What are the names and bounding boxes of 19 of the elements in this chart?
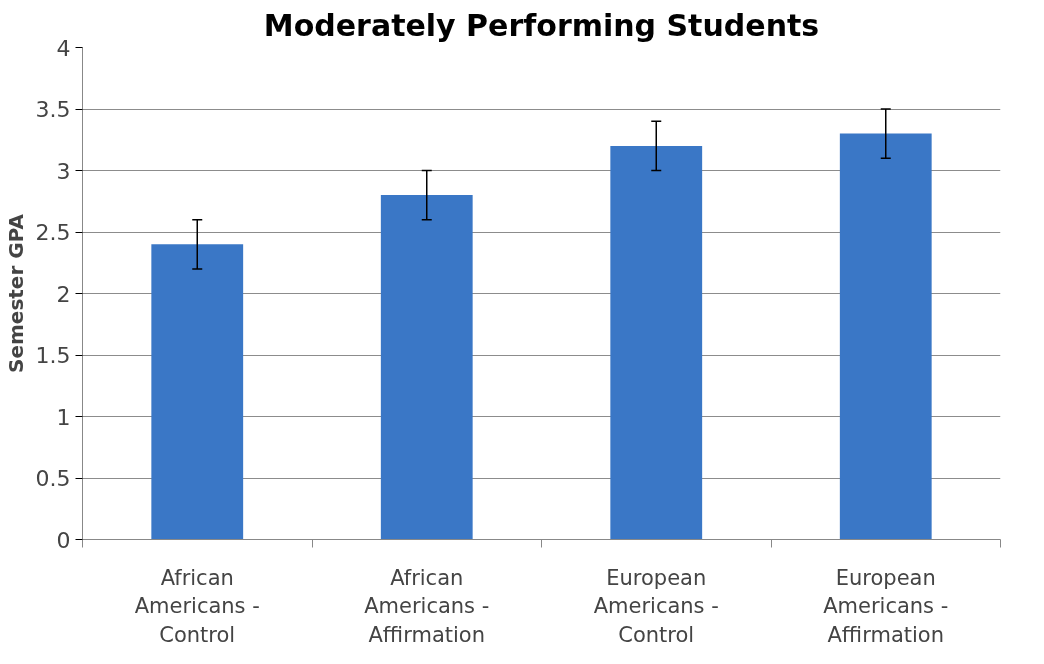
y-tick-label: 3 [56,158,71,184]
x-tick-label: African Americans - Control [134,565,260,648]
bar [839,133,932,540]
y-tick-label: 4 [56,35,71,61]
y-tick-label: 0.5 [35,466,71,491]
y-tick-label: 1.5 [35,343,71,368]
bar [380,195,473,540]
y-tick-label: 2 [56,281,71,307]
y-tick-label: 3.5 [35,97,71,122]
y-tick-label: 2.5 [35,220,71,245]
chart-title: Moderately Performing Students [263,7,820,43]
bar [610,145,703,540]
x-tick-label: European Americans - Control [593,565,719,648]
bar [151,244,244,540]
y-tick-label: 1 [56,404,71,430]
x-tick-label: European Americans - Affirmation [823,565,949,648]
y-axis-title: Semester GPA [3,213,28,373]
x-tick-label: African Americans - Affirmation [364,565,490,648]
y-tick-label: 0 [56,527,71,553]
